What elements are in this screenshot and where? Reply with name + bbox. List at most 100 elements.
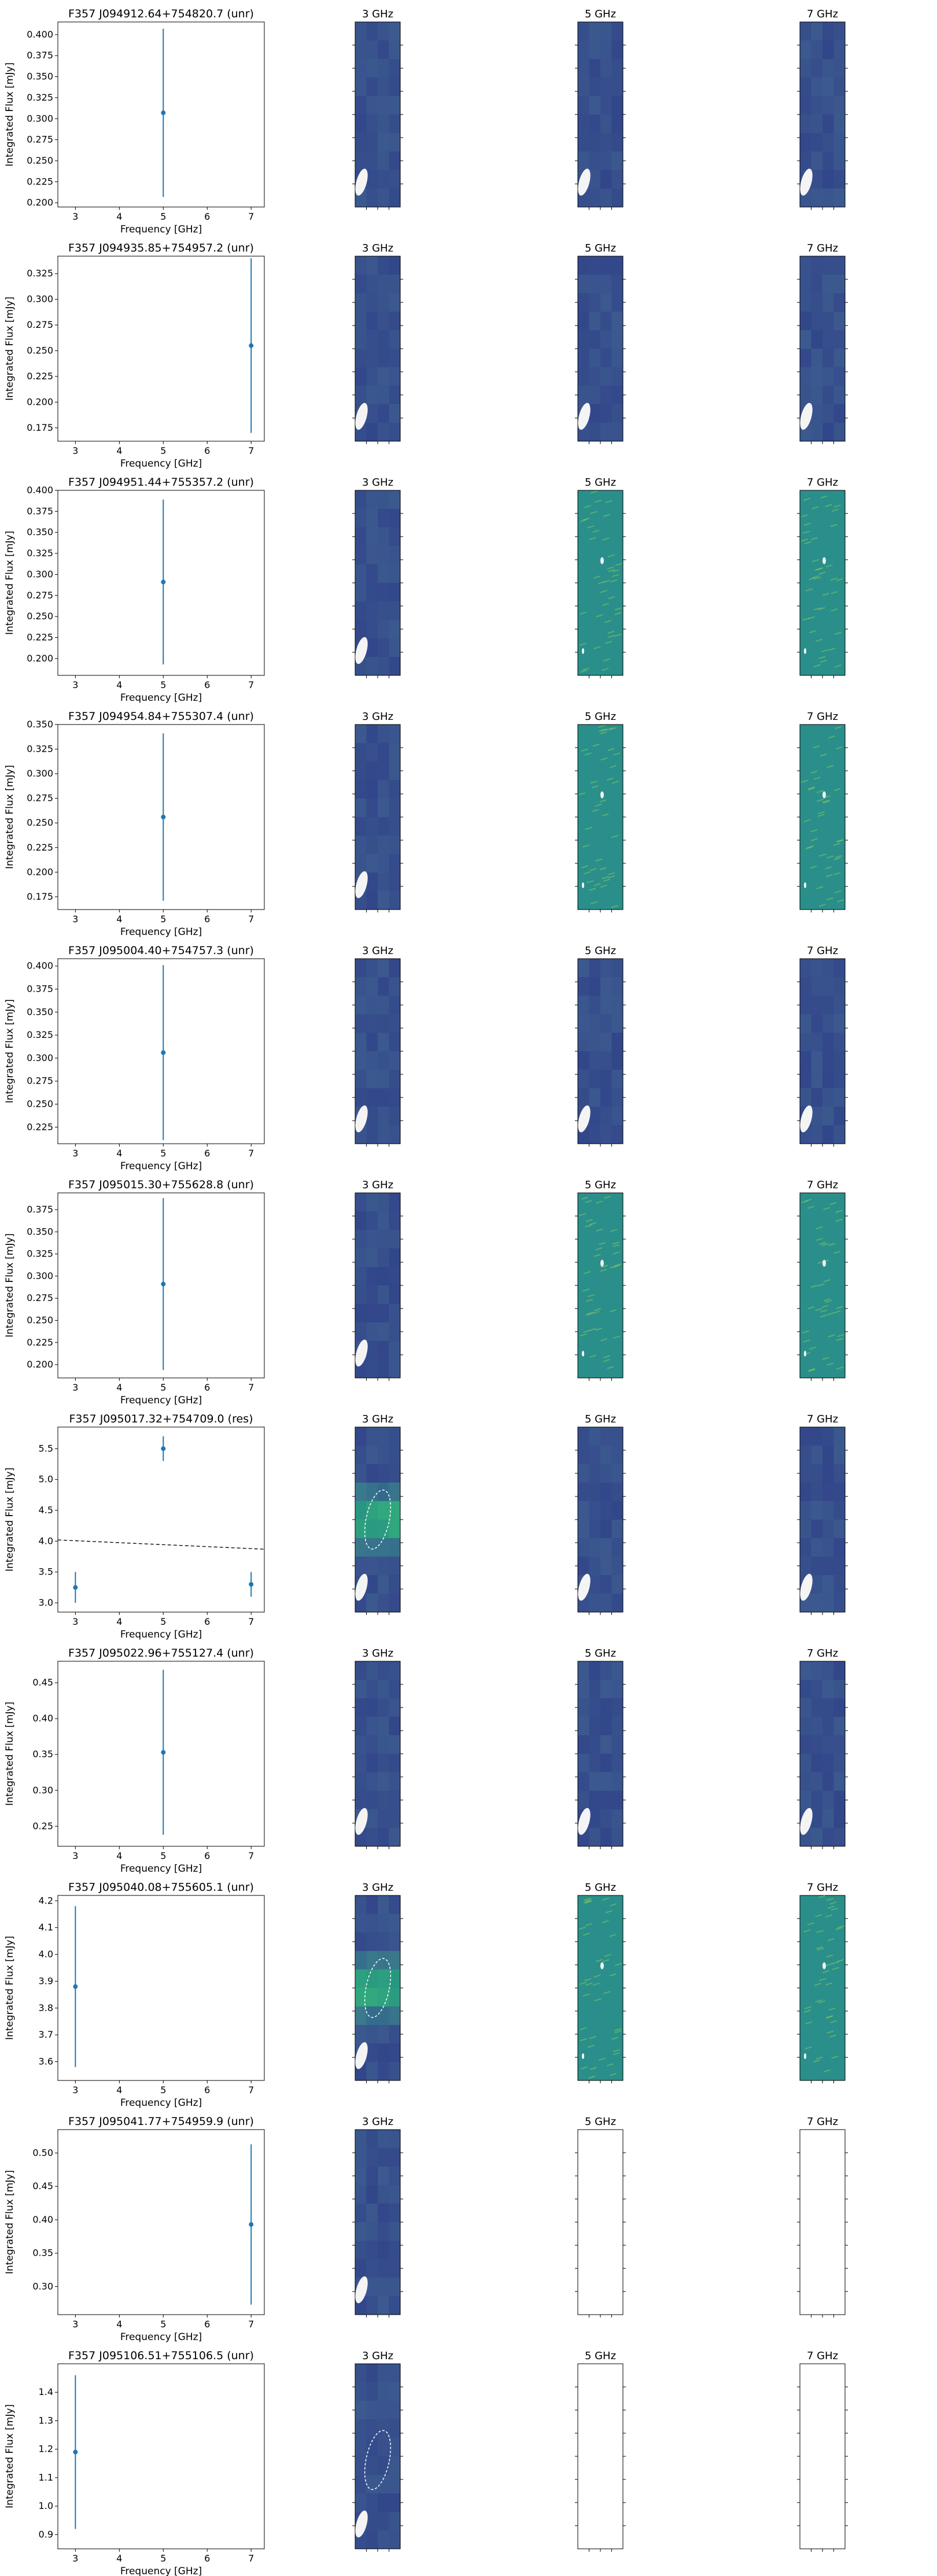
cutout-pixel bbox=[378, 2222, 389, 2241]
noise-stripe bbox=[599, 1242, 606, 1246]
noise-stripe bbox=[581, 1196, 588, 1200]
cutout-title: 7 GHz bbox=[807, 2350, 838, 2362]
cutout-pixel bbox=[833, 1680, 846, 1699]
cutout-pixel bbox=[355, 256, 367, 275]
cutout-pixel bbox=[389, 799, 401, 818]
cutout-pixel bbox=[366, 1698, 378, 1717]
noise-stripe bbox=[810, 866, 817, 869]
x-tick-label: 7 bbox=[248, 2319, 254, 2330]
cutout-image bbox=[577, 1192, 624, 1378]
cutout-pixel bbox=[378, 1070, 389, 1089]
noise-stripe bbox=[820, 1309, 828, 1313]
noise-stripe bbox=[808, 786, 816, 790]
noise-stripe bbox=[600, 757, 608, 761]
noise-stripe bbox=[816, 2056, 823, 2060]
noise-stripe bbox=[805, 846, 813, 849]
noise-stripe bbox=[613, 1244, 620, 1247]
noise-stripe bbox=[813, 777, 821, 780]
noise-stripe bbox=[837, 1959, 844, 1963]
noise-stripe bbox=[602, 1959, 610, 1963]
cutout-pixel bbox=[589, 275, 601, 294]
noise-stripe bbox=[812, 575, 820, 579]
y-tick-label: 3.6 bbox=[39, 2056, 53, 2067]
cutout-pixel bbox=[389, 1107, 401, 1126]
y-tick-label: 0.400 bbox=[27, 485, 53, 496]
cutout-pixel bbox=[589, 1809, 601, 1828]
noise-stripe bbox=[835, 855, 842, 859]
cutout-pixel bbox=[355, 1754, 367, 1773]
cutout-pixel bbox=[355, 1932, 367, 1952]
x-tick-label: 3 bbox=[72, 1616, 78, 1627]
y-tick-label: 0.200 bbox=[27, 1359, 53, 1370]
cutout-title: 5 GHz bbox=[585, 8, 616, 20]
y-axis-label: Integrated Flux [mJy] bbox=[4, 765, 16, 869]
cutout-pixel bbox=[378, 854, 389, 873]
cutout-pixel bbox=[389, 1557, 401, 1576]
y-tick-label: 5.5 bbox=[39, 1443, 53, 1454]
cutout-pixel bbox=[833, 1661, 846, 1680]
cutout-pixel bbox=[800, 1717, 811, 1736]
cutout-pixel bbox=[355, 2438, 367, 2457]
cutout-pixel bbox=[389, 2025, 401, 2044]
noise-stripe bbox=[837, 899, 844, 903]
cutout-pixel bbox=[611, 1538, 624, 1557]
cutout-pixel bbox=[378, 1427, 389, 1446]
cutout-pixel bbox=[389, 2185, 401, 2204]
y-tick-label: 5.0 bbox=[39, 1474, 53, 1485]
noise-stripe bbox=[801, 538, 809, 542]
cutout-pixel bbox=[611, 1698, 624, 1717]
beam-ellipse bbox=[582, 1351, 584, 1357]
cutout-pixel bbox=[378, 1033, 389, 1052]
cutout-pixel bbox=[389, 1717, 401, 1736]
cutout-pixel bbox=[822, 1735, 834, 1754]
x-tick-label: 5 bbox=[160, 1382, 166, 1393]
noise-stripe bbox=[827, 765, 834, 768]
cutout-pixel bbox=[366, 2025, 378, 2044]
cutout-pixel bbox=[589, 1828, 601, 1847]
cutout-pixel bbox=[600, 1051, 612, 1070]
spectrum-title: F357 J094935.85+754957.2 (unr) bbox=[68, 242, 254, 254]
cutout-title: 5 GHz bbox=[585, 711, 616, 723]
cutout-pixel bbox=[366, 996, 378, 1015]
cutout-pixel bbox=[600, 40, 612, 60]
y-tick-label: 0.350 bbox=[27, 1006, 53, 1017]
noise-stripe bbox=[599, 867, 607, 870]
spectrum-title: F357 J095106.51+755106.5 (unr) bbox=[68, 2349, 254, 2362]
cutout-pixel bbox=[833, 996, 846, 1015]
cutout-pixel bbox=[600, 1828, 612, 1847]
cutout-pixel bbox=[811, 1501, 823, 1520]
y-tick-label: 0.45 bbox=[32, 2180, 53, 2191]
cutout-pixel bbox=[355, 1211, 367, 1230]
cutout-pixel bbox=[389, 1014, 401, 1033]
noise-stripe bbox=[828, 2007, 836, 2010]
noise-stripe bbox=[599, 799, 607, 803]
cutout-pixel bbox=[378, 2204, 389, 2223]
cutout-pixel bbox=[833, 1717, 846, 1736]
noise-stripe bbox=[828, 648, 836, 651]
cutout-pixel bbox=[355, 1538, 367, 1557]
noise-stripe bbox=[836, 578, 843, 581]
cutout-image bbox=[799, 490, 846, 676]
noise-stripe bbox=[803, 2009, 811, 2013]
cutout-pixel bbox=[811, 423, 823, 442]
cutout-pixel bbox=[800, 77, 811, 97]
cutout-panel-1: 3 GHz bbox=[352, 1647, 403, 1849]
noise-stripe bbox=[582, 667, 589, 671]
y-tick-label: 0.275 bbox=[27, 134, 53, 145]
noise-stripe bbox=[611, 2037, 619, 2040]
noise-stripe bbox=[608, 875, 615, 878]
cutout-title: 7 GHz bbox=[807, 476, 838, 489]
cutout-pixel bbox=[389, 1520, 401, 1539]
cutout-pixel bbox=[611, 312, 624, 331]
noise-stripe bbox=[596, 614, 603, 618]
cutout-pixel bbox=[811, 1698, 823, 1717]
spectrum-title: F357 J094954.84+755307.4 (unr) bbox=[68, 710, 254, 723]
cutout-pixel bbox=[578, 1446, 589, 1465]
cutout-pixel bbox=[366, 1895, 378, 1915]
noise-stripe bbox=[611, 835, 618, 838]
cutout-pixel bbox=[378, 1107, 389, 1126]
cutout-title: 5 GHz bbox=[585, 242, 616, 254]
y-tick-label: 0.325 bbox=[27, 1248, 53, 1259]
y-tick-label: 1.1 bbox=[39, 2472, 53, 2483]
cutout-pixel bbox=[833, 133, 846, 152]
